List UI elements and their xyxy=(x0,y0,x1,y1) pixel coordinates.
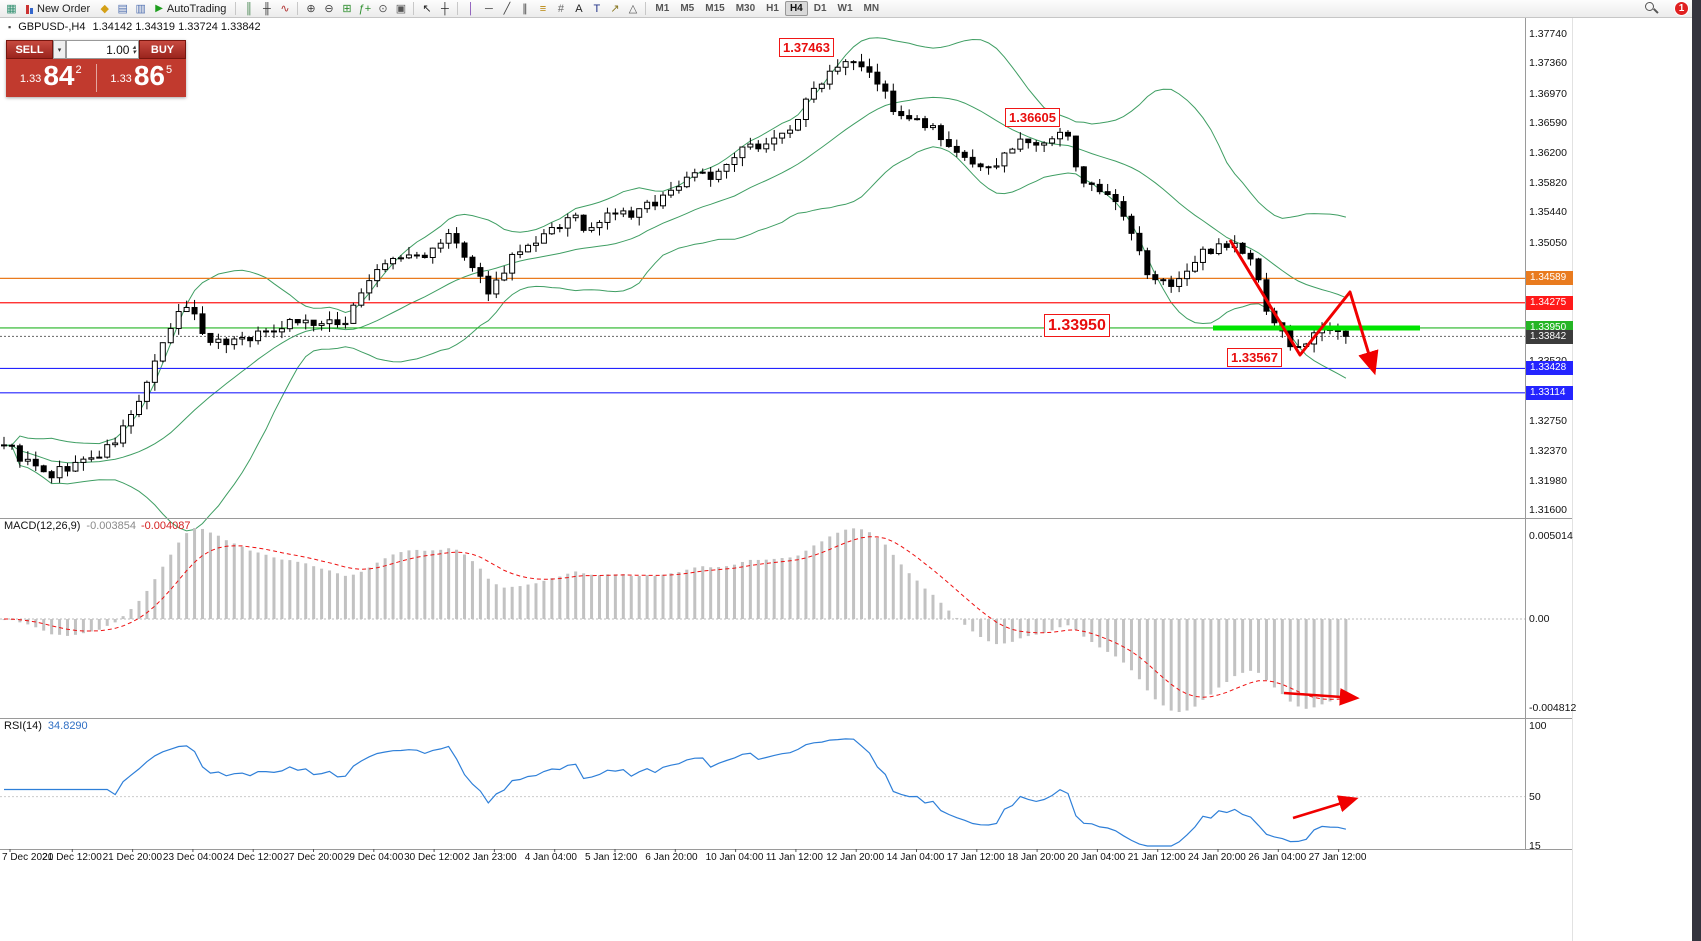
buy-price-prefix: 1.33 xyxy=(110,73,132,85)
sell-price-prefix: 1.33 xyxy=(19,73,42,85)
templates-icon[interactable]: ▣ xyxy=(395,3,407,15)
lot-size-field[interactable]: 1.00 ▴ ▾ xyxy=(66,40,139,59)
panel-separators xyxy=(0,18,1573,941)
toolbar-separator xyxy=(645,2,647,15)
lot-size-value: 1.00 xyxy=(106,42,130,57)
rsi-line xyxy=(4,738,1347,847)
sell-price-display[interactable]: 1.33 84 2 xyxy=(6,60,96,93)
autotrading-button[interactable]: ▶ AutoTrading xyxy=(155,2,227,15)
crosshair-icon[interactable]: ┼ xyxy=(441,2,449,15)
bar-chart-icon[interactable]: ║ xyxy=(245,2,253,15)
sell-button[interactable]: SELL xyxy=(6,40,53,59)
sell-price-pip: 2 xyxy=(75,64,82,76)
main-toolbar: ▦ New Order ◆ ▤ ▥ ▶ AutoTrading ║ ╫ ∿ ⊕ ⊖ ⊞ ƒ+ ⊙ ▣ ↖ ┼ │ ─ ╱… xyxy=(0,0,1701,18)
lot-preset-dropdown[interactable]: ▾ xyxy=(53,40,66,59)
autotrading-play-icon: ▶ xyxy=(155,3,163,14)
buy-price-big: 86 xyxy=(133,60,165,91)
timeframe-button-d1[interactable]: D1 xyxy=(813,3,827,14)
trend-arrow-macd[interactable] xyxy=(1283,688,1360,706)
text-icon[interactable]: A xyxy=(575,2,583,15)
lot-increase-button[interactable]: ▴ xyxy=(132,43,136,51)
symbol-name: GBPUSD-,H4 xyxy=(18,21,86,33)
arrows-tool-icon[interactable]: ↗ xyxy=(610,3,620,15)
new-order-button[interactable]: New Order xyxy=(21,1,95,17)
chart-window-icon[interactable]: ▦ xyxy=(6,3,17,15)
trendline-icon[interactable]: ╱ xyxy=(503,3,511,15)
right-edge-panel[interactable] xyxy=(1692,0,1701,941)
label-icon[interactable]: T xyxy=(593,2,601,15)
macd-indicator-label: MACD(12,26,9) -0.003854 -0.004087 xyxy=(4,520,191,532)
rsi-indicator-label: RSI(14) 34.8290 xyxy=(4,720,88,732)
cursor-icon[interactable]: ↖ xyxy=(422,3,432,15)
horizontal-line-icon[interactable]: ─ xyxy=(485,2,493,15)
candles-layer xyxy=(1,53,1349,484)
notification-badge[interactable]: 1 xyxy=(1674,1,1689,16)
buy-price-pip: 5 xyxy=(165,64,173,76)
vertical-line-icon[interactable]: │ xyxy=(467,2,475,15)
toolbar-separator xyxy=(457,2,459,15)
toolbar-separator xyxy=(235,2,237,15)
candlestick-chart-icon[interactable]: ╫ xyxy=(263,2,271,15)
macd-signal-line xyxy=(3,536,1346,700)
data-window-icon[interactable]: ▥ xyxy=(135,3,146,15)
macd-histogram xyxy=(2,528,1348,712)
timeframe-button-mn[interactable]: MN xyxy=(863,3,880,14)
chart-ohlc-info: ▪ GBPUSD-,H4 1.34142 1.34319 1.33724 1.3… xyxy=(8,21,261,33)
search-handle xyxy=(1653,8,1659,14)
grid-icon[interactable]: # xyxy=(557,2,564,15)
buy-price-display[interactable]: 1.33 86 5 xyxy=(97,60,187,93)
one-click-trading-panel: SELL ▾ 1.00 ▴ ▾ BUY 1.33 84 2 1.33 86 5 xyxy=(6,40,186,97)
trend-arrow-main[interactable] xyxy=(1228,239,1379,376)
deposit-icon[interactable]: ◆ xyxy=(100,3,109,15)
timeframe-button-m30[interactable]: M30 xyxy=(735,3,756,14)
timeframe-button-h4[interactable]: H4 xyxy=(784,1,808,16)
channel-icon[interactable]: ∥ xyxy=(522,3,528,15)
toolbar-separator xyxy=(413,2,415,15)
period-icon[interactable]: ⊙ xyxy=(378,3,388,15)
new-order-icon xyxy=(26,4,33,14)
buy-button[interactable]: BUY xyxy=(139,40,186,59)
sell-price-big: 84 xyxy=(43,60,75,91)
ohlc-values: 1.34142 1.34319 1.33724 1.33842 xyxy=(92,21,261,33)
shapes-icon[interactable]: △ xyxy=(628,3,638,15)
zoom-in-icon[interactable]: ⊕ xyxy=(306,3,316,15)
search-circle xyxy=(1645,2,1654,11)
line-chart-icon[interactable]: ∿ xyxy=(280,3,290,15)
trend-arrows[interactable] xyxy=(1228,239,1379,820)
zoom-out-icon[interactable]: ⊖ xyxy=(324,3,334,15)
price-divider xyxy=(95,64,97,92)
lot-decrease-button[interactable]: ▾ xyxy=(132,48,136,56)
indicators-icon[interactable]: ƒ+ xyxy=(358,2,372,15)
timeframe-button-m5[interactable]: M5 xyxy=(680,3,695,14)
timeframe-button-h1[interactable]: H1 xyxy=(766,3,779,14)
timeframe-button-m1[interactable]: M1 xyxy=(655,3,670,14)
toolbar-separator xyxy=(297,2,299,15)
trend-arrow-rsi[interactable] xyxy=(1292,795,1359,820)
tile-windows-icon[interactable]: ⊞ xyxy=(342,3,352,15)
horizontal-level-lines[interactable] xyxy=(0,277,1525,394)
search-icon[interactable] xyxy=(1645,2,1659,16)
timeframe-button-m15[interactable]: M15 xyxy=(705,3,725,14)
timeframe-button-w1[interactable]: W1 xyxy=(837,3,853,14)
fibonacci-icon[interactable]: ≡ xyxy=(539,2,547,15)
bollinger-bands xyxy=(3,37,1347,532)
print-icon[interactable]: ▤ xyxy=(117,3,128,15)
symbol-icon: ▪ xyxy=(8,22,12,32)
